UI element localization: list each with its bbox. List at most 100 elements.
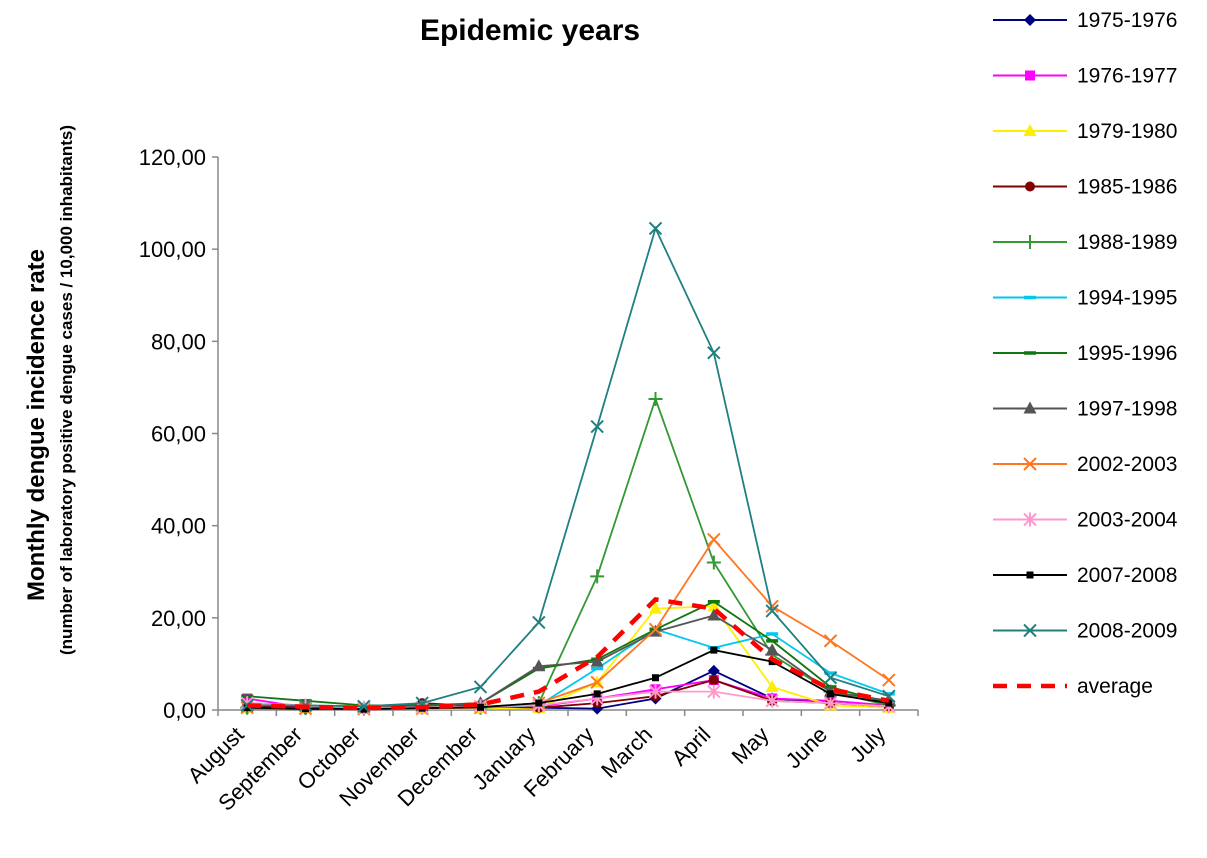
legend-label: 1995-1996 — [1077, 342, 1177, 365]
data-point — [243, 704, 251, 712]
data-point — [823, 671, 838, 685]
legend-marker — [1025, 70, 1035, 81]
tick-labels: 0,0020,0040,0060,0080,00100,00120,00Augu… — [139, 145, 891, 816]
x-tick-label: July — [845, 722, 890, 767]
legend-label: 1988-1989 — [1077, 231, 1177, 254]
data-point — [590, 569, 605, 584]
data-point — [473, 680, 488, 694]
legend-label: 1976-1977 — [1077, 65, 1177, 88]
data-point — [648, 391, 663, 406]
legend-label: 1997-1998 — [1077, 398, 1177, 421]
legend-marker — [1023, 401, 1037, 414]
legend-label: 1985-1986 — [1077, 176, 1177, 199]
legend-label: 1994-1995 — [1077, 287, 1177, 310]
y-axis-sublabel: (number of laboratory positive dengue ca… — [57, 125, 76, 655]
data-point — [765, 643, 779, 656]
data-point — [707, 599, 721, 612]
data-point — [765, 693, 779, 708]
legend-marker — [1023, 457, 1037, 471]
data-point — [648, 221, 663, 236]
legend-label: 1979-1980 — [1077, 120, 1177, 143]
x-tick-label: April — [667, 722, 716, 771]
legend-label: 1975-1976 — [1077, 9, 1177, 32]
data-point — [707, 684, 721, 699]
data-point — [707, 664, 720, 677]
y-tick-label: 120,00 — [139, 145, 206, 170]
series-1995-1996 — [241, 599, 895, 708]
data-point — [765, 604, 779, 618]
data-point — [765, 599, 779, 614]
legend-marker — [1023, 235, 1037, 249]
data-point — [649, 601, 662, 614]
data-point — [590, 675, 604, 690]
legend-item: 2003-2004 — [993, 509, 1178, 532]
legend: 1975-1976 1976-1977 1979-1980 1985-1986 1988… — [993, 9, 1178, 698]
legend-label: 2007-2008 — [1077, 564, 1177, 587]
legend-label: average — [1077, 675, 1153, 698]
legend-item: 1985-1986 — [993, 176, 1177, 199]
y-tick-label: 100,00 — [139, 237, 206, 262]
legend-item: 2008-2009 — [993, 620, 1177, 643]
chart-title: Epidemic years — [420, 14, 640, 47]
legend-item: 1994-1995 — [993, 287, 1177, 310]
series-line — [247, 538, 890, 711]
data-point — [240, 698, 254, 713]
data-point — [590, 654, 604, 667]
data-point — [823, 634, 838, 648]
series-line — [247, 225, 890, 708]
legend-label: 2008-2009 — [1077, 620, 1177, 643]
y-tick-label: 80,00 — [151, 329, 206, 354]
data-point — [532, 659, 546, 672]
x-tick-label: June — [781, 722, 832, 773]
data-point — [593, 690, 601, 698]
series-line — [247, 597, 890, 711]
legend-label: 2003-2004 — [1077, 509, 1178, 532]
series-line — [247, 600, 890, 707]
data-point — [360, 705, 368, 713]
legend-marker — [1026, 571, 1034, 579]
legend-marker — [1023, 124, 1037, 136]
legend-marker — [1023, 512, 1037, 527]
legend-item: 1975-1976 — [993, 9, 1177, 32]
data-point — [648, 622, 663, 637]
y-tick-label: 60,00 — [151, 422, 206, 447]
legend-item: 1988-1989 — [993, 231, 1177, 254]
series-average — [247, 597, 890, 711]
data-point — [706, 555, 721, 570]
data-point — [882, 673, 896, 687]
y-tick-label: 40,00 — [151, 514, 206, 539]
data-point — [532, 615, 546, 630]
legend-item: average — [993, 675, 1153, 698]
x-tick-label: March — [596, 722, 657, 783]
legend-marker — [1024, 14, 1036, 26]
data-point — [765, 679, 779, 692]
y-axis-label: Monthly dengue incidence rate — [23, 249, 50, 601]
data-point — [648, 684, 663, 699]
series-line — [247, 396, 890, 710]
legend-item: 1997-1998 — [993, 398, 1177, 421]
data-point — [535, 699, 543, 707]
legend-item: 1976-1977 — [993, 65, 1177, 88]
data-point — [708, 675, 719, 686]
legend-item: 1995-1996 — [993, 342, 1177, 365]
legend-label: 2002-2003 — [1077, 453, 1177, 476]
legend-item: 2007-2008 — [993, 564, 1177, 587]
data-point — [707, 608, 721, 621]
data-point — [827, 690, 834, 698]
data-point — [710, 646, 718, 654]
axes — [212, 156, 919, 716]
series-layer — [240, 221, 896, 716]
data-point — [590, 419, 604, 434]
data-point — [477, 703, 484, 711]
legend-marker — [1025, 181, 1035, 192]
series-1979-1980 — [240, 599, 896, 715]
legend-marker — [1023, 623, 1037, 638]
y-tick-label: 0,00 — [163, 698, 206, 723]
data-point — [707, 532, 721, 547]
legend-item: 2002-2003 — [993, 453, 1177, 476]
data-point — [707, 346, 721, 360]
data-point — [652, 674, 659, 682]
legend-item: 1979-1980 — [993, 120, 1177, 143]
